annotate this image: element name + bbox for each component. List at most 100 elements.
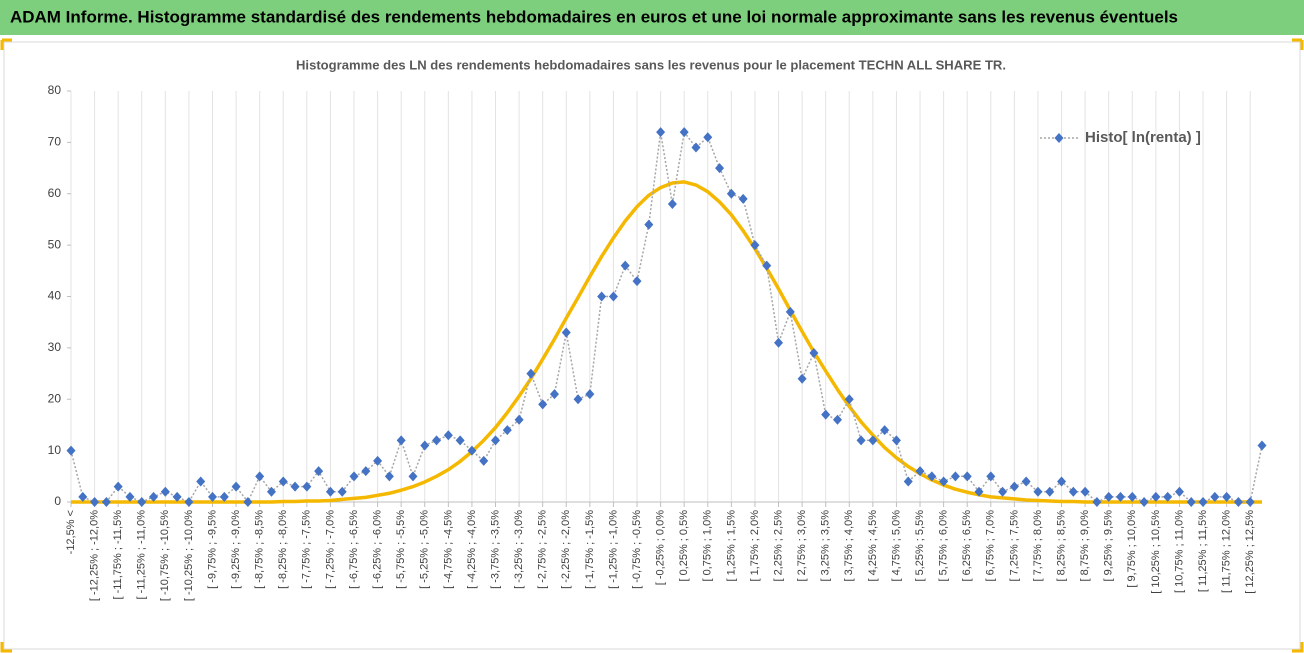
diamond-marker: [573, 394, 583, 405]
diamond-marker: [1057, 476, 1067, 487]
diamond-marker: [302, 481, 312, 492]
diamond-marker: [998, 486, 1008, 497]
diamond-marker: [703, 132, 713, 143]
x-tick-label: [ 5,25% ; 5,5%: [914, 510, 926, 582]
diamond-marker: [243, 497, 253, 507]
x-tick-label: [ 0,25% ; 0,5%: [678, 510, 690, 582]
x-tick-label: [ 1,75% ; 2,0%: [749, 510, 761, 582]
x-tick-label: [ 11,75% ; 12,0%: [1221, 510, 1233, 593]
chart-title: Histogramme des LN des rendements hebdom…: [296, 57, 1006, 72]
diamond-marker: [538, 399, 548, 410]
diamond-marker: [1186, 497, 1196, 507]
x-tick-label: -12,5% <: [65, 510, 77, 554]
diamond-marker: [974, 486, 984, 497]
diamond-marker: [101, 497, 111, 507]
diamond-marker: [726, 188, 736, 199]
diamond-marker: [1151, 491, 1161, 502]
diamond-marker: [384, 471, 394, 482]
diamond-marker: [337, 486, 347, 497]
x-tick-label: [ -9,25% ; -9,0%: [230, 510, 242, 589]
x-tick-label: [ -8,25% ; -8,0%: [277, 510, 289, 589]
x-tick-label: [ -1,25% ; -1,0%: [607, 510, 619, 589]
diamond-marker: [620, 260, 630, 271]
diamond-marker: [561, 327, 571, 338]
diamond-marker: [809, 348, 819, 359]
diamond-marker: [196, 476, 206, 487]
diamond-marker: [1009, 481, 1019, 492]
x-tick-label: [ -2,75% ; -2,5%: [537, 510, 549, 589]
x-tick-label: [ 4,75% ; 5,0%: [890, 510, 902, 582]
x-tick-label: [ -6,25% ; -6,0%: [372, 510, 384, 589]
diamond-marker: [420, 440, 430, 451]
diamond-marker: [844, 394, 854, 405]
diamond-marker: [644, 219, 654, 230]
diamond-marker: [1033, 486, 1043, 497]
diamond-marker: [266, 486, 276, 497]
diamond-marker: [1174, 486, 1184, 497]
diamond-marker: [915, 466, 925, 477]
diamond-marker: [1092, 497, 1102, 507]
diamond-marker: [608, 291, 618, 302]
x-tick-label: [ 7,75% ; 8,0%: [1032, 510, 1044, 582]
x-tick-label: [ -11,75% ; -11,5%: [112, 510, 124, 600]
x-tick-label: [ 7,25% ; 7,5%: [1008, 510, 1020, 582]
diamond-marker: [1198, 497, 1208, 507]
x-tick-label: [ -0,75% ; -0,5%: [631, 510, 643, 589]
diamond-marker: [1222, 491, 1232, 502]
x-tick-label: [ 2,75% ; 3,0%: [796, 510, 808, 582]
diamond-marker: [255, 471, 265, 482]
diamond-marker: [785, 306, 795, 317]
x-tick-label: [ -9,75% ; -9,5%: [206, 510, 218, 589]
x-tick-label: [ -0,25% ; 0,0%: [655, 510, 667, 585]
diamond-marker: [361, 466, 371, 477]
diamond-marker: [491, 435, 501, 446]
legend-label: Histo[ ln(renta) ]: [1085, 129, 1201, 146]
diamond-marker: [1139, 497, 1149, 507]
diamond-marker: [880, 425, 890, 436]
y-tick-label: 50: [48, 237, 62, 251]
diamond-marker: [125, 491, 135, 502]
x-tick-label: [ -10,25% ; -10,0%: [183, 510, 195, 601]
diamond-marker: [762, 260, 772, 271]
x-tick-label: [ 6,75% ; 7,0%: [985, 510, 997, 582]
diamond-marker: [113, 481, 123, 492]
diamond-marker: [514, 414, 524, 425]
diamond-marker: [467, 445, 477, 456]
x-tick-label: [ 9,25% ; 9,5%: [1103, 510, 1115, 582]
diamond-marker: [455, 435, 465, 446]
x-tick-label: [ 3,25% ; 3,5%: [820, 510, 832, 582]
x-tick-label: [ 4,25% ; 4,5%: [867, 510, 879, 582]
x-tick-label: [ 10,75% ; 11,0%: [1173, 510, 1185, 593]
diamond-marker: [891, 435, 901, 446]
x-tick-label: [ 9,75% ; 10,0%: [1126, 510, 1138, 588]
diamond-marker: [396, 435, 406, 446]
x-tick-label: [ -7,75% ; -7,5%: [301, 510, 313, 589]
x-tick-label: [ -12,25% ; -12,0%: [88, 510, 100, 601]
diamond-marker: [750, 240, 760, 251]
x-tick-label: [ -3,75% ; -3,5%: [489, 510, 501, 589]
diamond-marker: [950, 471, 960, 482]
diamond-marker: [137, 497, 147, 507]
x-tick-label: [ -1,75% ; -1,5%: [584, 510, 596, 589]
x-tick-label: [ -8,75% ; -8,5%: [254, 510, 266, 589]
normal-curve: [71, 180, 1262, 504]
diamond-marker: [408, 471, 418, 482]
frame: [3, 41, 1301, 650]
diamond-marker: [219, 491, 229, 502]
x-tick-label: [ -3,25% ; -3,0%: [513, 510, 525, 589]
diamond-marker: [314, 466, 324, 477]
corner-marks: [0, 38, 1304, 653]
x-tick-label: [ -5,75% ; -5,5%: [395, 510, 407, 589]
diamond-marker: [1163, 491, 1173, 502]
diamond-marker: [715, 163, 725, 174]
x-tick-label: [ 11,25% ; 11,5%: [1197, 510, 1209, 592]
diamond-marker: [903, 476, 913, 487]
diamond-marker: [927, 471, 937, 482]
diamond-marker: [667, 199, 677, 210]
diamond-marker: [1127, 491, 1137, 502]
y-tick-label: 40: [48, 289, 62, 303]
diamond-marker: [172, 491, 182, 502]
x-tick-label: [ -10,75% ; -10,5%: [159, 510, 171, 601]
diamond-marker: [78, 491, 88, 502]
y-tick-label: 0: [54, 494, 61, 508]
